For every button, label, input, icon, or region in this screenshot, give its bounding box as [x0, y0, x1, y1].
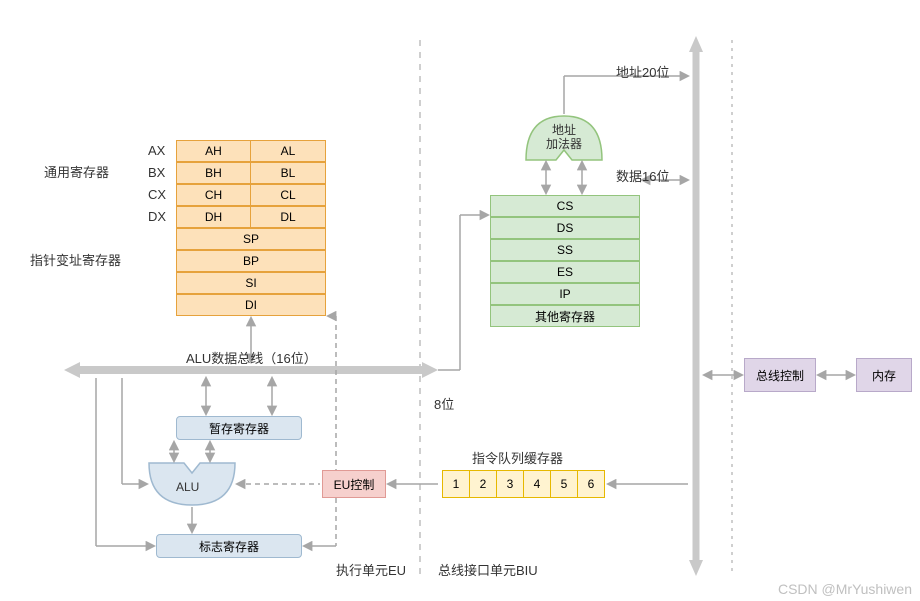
temp-reg: 暂存寄存器 [176, 416, 302, 440]
watermark: CSDN @MrYushiwen [778, 581, 912, 597]
seg-reg-cell: SS [490, 239, 640, 261]
reg-cell: DI [176, 294, 326, 316]
reg-row-name: DX [148, 209, 166, 224]
queue-cell: 5 [550, 470, 578, 498]
eu-unit-label: 执行单元EU [336, 560, 406, 579]
queue-cell: 2 [469, 470, 497, 498]
queue-cell: 1 [442, 470, 470, 498]
queue-cell: 6 [577, 470, 605, 498]
reg-row-name: CX [148, 187, 166, 202]
alu-label: ALU [176, 480, 199, 494]
seg-reg-cell: DS [490, 217, 640, 239]
bus-control: 总线控制 [744, 358, 816, 392]
reg-cell: SI [176, 272, 326, 294]
reg-cell: AH [176, 140, 251, 162]
reg-cell: SP [176, 228, 326, 250]
reg-cell: BH [176, 162, 251, 184]
queue-cell: 4 [523, 470, 551, 498]
seg-reg-cell: ES [490, 261, 640, 283]
reg-cell: AL [250, 140, 326, 162]
pointer-reg-label: 指针变址寄存器 [30, 250, 121, 269]
reg-cell: CH [176, 184, 251, 206]
memory: 内存 [856, 358, 912, 392]
iq-label: 指令队列缓存器 [472, 448, 563, 467]
reg-row-name: BX [148, 165, 165, 180]
reg-cell: CL [250, 184, 326, 206]
flag-reg: 标志寄存器 [156, 534, 302, 558]
reg-row-name: AX [148, 143, 165, 158]
eu-control: EU控制 [322, 470, 386, 498]
seg-reg-cell: IP [490, 283, 640, 305]
data16-label: 数据16位 [616, 166, 669, 185]
biu-unit-label: 总线接口单元BIU [438, 560, 538, 579]
general-reg-label: 通用寄存器 [44, 162, 109, 181]
seg-reg-cell: 其他寄存器 [490, 305, 640, 327]
seg-reg-cell: CS [490, 195, 640, 217]
queue-cell: 3 [496, 470, 524, 498]
addr20-label: 地址20位 [616, 62, 669, 81]
alu-bus-label: ALU数据总线（16位） [186, 348, 317, 367]
reg-cell: DH [176, 206, 251, 228]
reg-cell: BP [176, 250, 326, 272]
reg-cell: DL [250, 206, 326, 228]
reg-cell: BL [250, 162, 326, 184]
bits8-label: 8位 [434, 394, 454, 413]
